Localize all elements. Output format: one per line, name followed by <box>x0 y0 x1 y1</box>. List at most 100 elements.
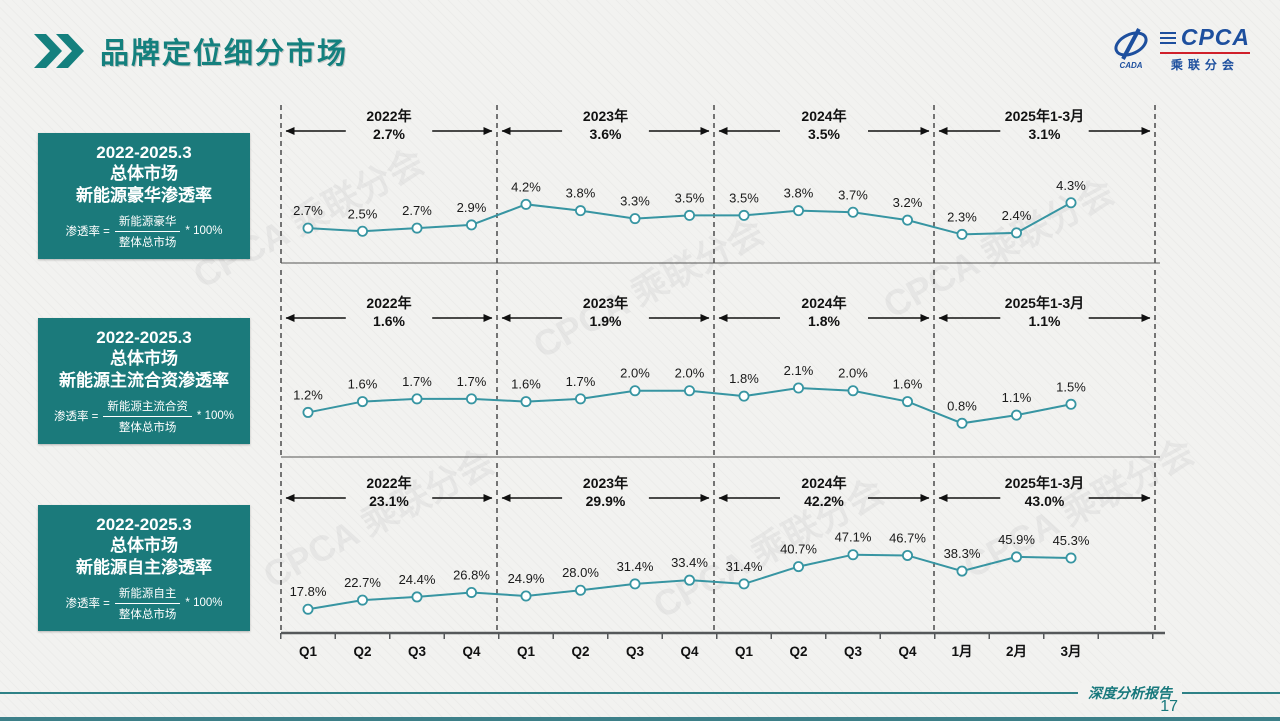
data-point-label: 4.2% <box>511 179 541 194</box>
data-point-marker <box>411 222 423 234</box>
data-point-marker <box>302 222 314 234</box>
svg-text:CADA: CADA <box>1119 61 1142 70</box>
x-axis-label: Q2 <box>571 644 589 659</box>
formula-suffix: * 100% <box>185 225 223 238</box>
data-point-marker <box>902 214 914 226</box>
segment-average-label: 23.1% <box>369 493 409 509</box>
segment-average-label: 3.1% <box>1029 126 1061 142</box>
data-point-label: 0.8% <box>947 398 977 413</box>
formula-numerator: 新能源自主 <box>114 585 181 604</box>
formula-numerator: 新能源豪华 <box>114 213 181 232</box>
data-point-label: 3.5% <box>675 190 705 205</box>
data-point-label: 31.4% <box>617 559 654 574</box>
data-point-marker <box>574 205 586 217</box>
metric-period: 2022-2025.3 <box>96 328 192 348</box>
data-point-marker <box>956 228 968 240</box>
data-point-marker <box>847 549 859 561</box>
data-point-label: 45.9% <box>998 532 1035 547</box>
metric-box-jv: 2022-2025.3 总体市场 新能源主流合资渗透率 渗透率 = 新能源主流合… <box>38 318 250 444</box>
data-point-label: 2.0% <box>620 366 650 381</box>
cpca-emblem-icon: CADA <box>1114 27 1148 70</box>
data-point-marker <box>465 219 477 231</box>
x-axis-label: Q1 <box>735 644 754 659</box>
metric-formula: 渗透率 = 新能源主流合资 整体总市场 * 100% <box>54 398 234 435</box>
logo-main-text: CPCA <box>1180 24 1250 50</box>
footer-rule <box>0 692 1280 694</box>
formula-suffix: * 100% <box>185 597 223 610</box>
metric-period: 2022-2025.3 <box>96 515 192 535</box>
data-point-label: 1.7% <box>402 374 432 389</box>
segment-average-label: 1.8% <box>808 313 840 329</box>
x-axis-label: 2月 <box>1006 644 1027 659</box>
segment-year-label: 2022年 <box>366 295 411 311</box>
formula-denominator: 整体总市场 <box>118 421 177 434</box>
data-point-marker <box>520 396 532 408</box>
formula-prefix: 渗透率 = <box>65 226 110 239</box>
data-point-marker <box>956 417 968 429</box>
formula-suffix: * 100% <box>196 410 234 423</box>
data-point-label: 3.8% <box>566 186 596 201</box>
title-bar: 品牌定位细分市场 <box>34 30 348 72</box>
segment-year-label: 2024年 <box>801 475 846 491</box>
segment-year-label: 2024年 <box>801 295 846 311</box>
data-point-marker <box>738 578 750 590</box>
cpca-logo: CADA CPCA 乘联分会 <box>1108 24 1250 73</box>
data-point-label: 28.0% <box>562 565 599 580</box>
segment-average-label: 3.5% <box>808 126 840 142</box>
data-point-label: 1.6% <box>348 377 378 392</box>
x-axis-label: 3月 <box>1060 644 1081 659</box>
formula-denominator: 整体总市场 <box>118 608 177 621</box>
data-point-marker <box>738 390 750 402</box>
data-point-label: 22.7% <box>344 575 381 590</box>
data-point-label: 1.7% <box>566 374 596 389</box>
data-point-label: 40.7% <box>780 542 817 557</box>
segment-year-label: 2025年1-3月 <box>1005 295 1084 311</box>
data-point-marker <box>847 206 859 218</box>
logo-sub-text: 乘联分会 <box>1170 58 1239 72</box>
x-axis-label: Q4 <box>680 644 699 659</box>
segment-average-label: 43.0% <box>1025 493 1065 509</box>
data-point-marker <box>1011 551 1023 563</box>
data-point-label: 3.8% <box>784 186 814 201</box>
segment-year-label: 2023年 <box>583 475 628 491</box>
metric-market: 总体市场 <box>110 536 178 556</box>
data-point-marker <box>629 578 641 590</box>
x-axis-label: Q1 <box>299 644 318 659</box>
data-point-label: 2.4% <box>1002 208 1032 223</box>
data-point-label: 2.1% <box>784 363 814 378</box>
data-point-label: 1.2% <box>293 387 323 402</box>
data-point-label: 4.3% <box>1056 178 1086 193</box>
data-point-marker <box>465 586 477 598</box>
segment-average-label: 1.1% <box>1029 313 1061 329</box>
x-axis-label: Q1 <box>517 644 536 659</box>
penetration-line-charts: 2022年 2.7% 2023年 3.6% 2024年 3.5% 2025年1-3月 3.1%… <box>280 105 1165 659</box>
metric-formula: 渗透率 = 新能源自主 整体总市场 * 100% <box>65 585 222 622</box>
data-point-label: 2.3% <box>947 209 977 224</box>
data-point-label: 3.3% <box>620 194 650 209</box>
data-point-marker <box>683 385 695 397</box>
data-point-marker <box>902 549 914 561</box>
data-point-marker <box>793 382 805 394</box>
data-point-label: 38.3% <box>944 546 981 561</box>
data-point-label: 1.6% <box>511 377 541 392</box>
data-point-marker <box>302 603 314 615</box>
data-point-label: 1.7% <box>457 374 487 389</box>
data-point-label: 2.0% <box>675 366 705 381</box>
data-point-marker <box>520 198 532 210</box>
data-point-label: 33.4% <box>671 555 708 570</box>
data-point-marker <box>520 590 532 602</box>
metric-period: 2022-2025.3 <box>96 143 192 163</box>
data-point-label: 2.7% <box>402 203 432 218</box>
x-axis-label: Q4 <box>462 644 481 659</box>
metric-market: 总体市场 <box>110 349 178 369</box>
metric-name: 新能源自主渗透率 <box>76 557 212 577</box>
data-point-label: 3.7% <box>838 187 868 202</box>
segment-average-label: 1.9% <box>590 313 622 329</box>
formula-numerator: 新能源主流合资 <box>103 398 192 417</box>
data-point-marker <box>1011 227 1023 239</box>
segment-year-label: 2025年1-3月 <box>1005 108 1084 124</box>
segment-year-label: 2023年 <box>583 295 628 311</box>
metric-box-luxury: 2022-2025.3 总体市场 新能源豪华渗透率 渗透率 = 新能源豪华 整体… <box>38 133 250 259</box>
formula-fraction: 新能源自主 整体总市场 <box>114 585 181 622</box>
data-point-label: 1.5% <box>1056 379 1086 394</box>
